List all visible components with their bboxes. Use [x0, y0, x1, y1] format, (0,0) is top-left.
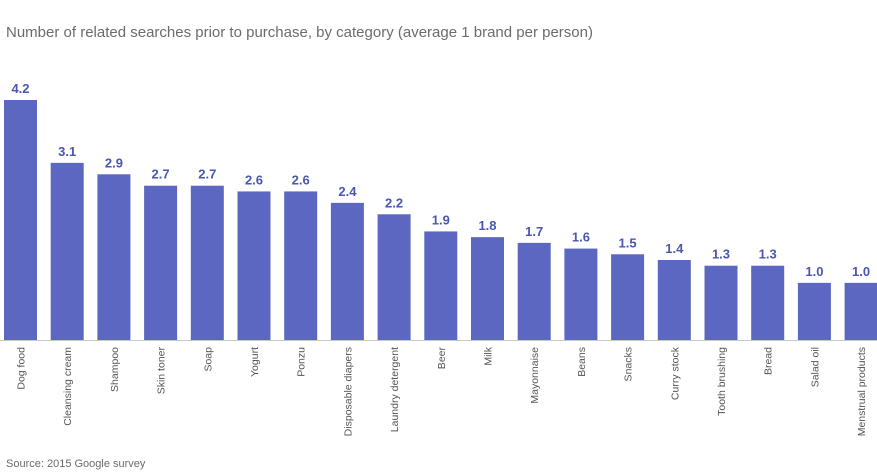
value-label: 1.0 — [805, 264, 823, 279]
value-label: 3.1 — [58, 144, 76, 159]
bar-cleansing-cream — [50, 162, 84, 340]
category-label: Menstrual products — [856, 347, 868, 436]
bar-beer — [424, 231, 458, 340]
bar-curry-stock — [657, 260, 691, 340]
value-label: 2.7 — [198, 167, 216, 182]
category-label: Soap — [202, 347, 214, 372]
value-label: 2.7 — [152, 167, 170, 182]
bar-menstrual-products — [844, 282, 877, 340]
bar-beans — [564, 248, 598, 340]
category-label: Shampoo — [109, 347, 121, 392]
category-label: Dog food — [16, 347, 28, 390]
category-label: Mayonnaise — [529, 347, 541, 404]
value-label: 1.3 — [759, 247, 777, 262]
category-label: Snacks — [623, 347, 635, 381]
category-label: Laundry detergent — [389, 347, 401, 432]
bar-disposable-diapers — [330, 202, 364, 340]
bar-tooth-brushing — [704, 265, 738, 340]
bar-dog-food — [4, 100, 37, 340]
category-label: Tooth brushing — [716, 347, 728, 416]
bar-laundry-detergent — [377, 214, 411, 340]
value-label: 1.9 — [432, 212, 450, 227]
category-label: Ponzu — [296, 347, 308, 377]
bar-mayonnaise — [517, 242, 551, 340]
bar-milk — [471, 237, 504, 340]
value-label: 1.7 — [525, 224, 543, 239]
category-label: Cleansing cream — [62, 347, 74, 426]
chart-title: Number of related searches prior to purc… — [6, 24, 593, 41]
category-label: Salad oil — [809, 347, 821, 387]
bar-snacks — [611, 254, 645, 340]
value-label: 2.9 — [105, 155, 123, 170]
category-label: Yogurt — [249, 347, 261, 377]
category-label: Disposable diapers — [342, 347, 354, 436]
value-label: 1.3 — [712, 247, 730, 262]
bar-bread — [751, 265, 785, 340]
bar-yogurt — [237, 191, 271, 340]
value-label: 1.5 — [619, 235, 637, 250]
bar-soap — [190, 185, 224, 340]
value-label: 2.6 — [292, 172, 310, 187]
bar-ponzu — [284, 191, 318, 340]
value-label: 1.4 — [665, 241, 684, 256]
bar-salad-oil — [797, 282, 831, 340]
category-label: Curry stock — [669, 346, 681, 400]
category-label: Milk — [483, 346, 495, 365]
value-label: 4.2 — [11, 81, 29, 96]
value-label: 2.2 — [385, 195, 403, 210]
category-label: Beans — [576, 347, 588, 377]
value-label: 1.0 — [852, 264, 870, 279]
value-label: 1.6 — [572, 230, 590, 245]
category-label: Bread — [763, 347, 775, 375]
bar-shampoo — [97, 174, 131, 340]
bar-skin-toner — [144, 185, 178, 340]
value-label: 2.4 — [338, 184, 357, 199]
category-label: Skin toner — [156, 347, 168, 395]
value-label: 2.6 — [245, 172, 263, 187]
value-label: 1.8 — [478, 218, 496, 233]
source-note: Source: 2015 Google survey — [6, 458, 146, 470]
category-label: Beer — [436, 347, 448, 370]
